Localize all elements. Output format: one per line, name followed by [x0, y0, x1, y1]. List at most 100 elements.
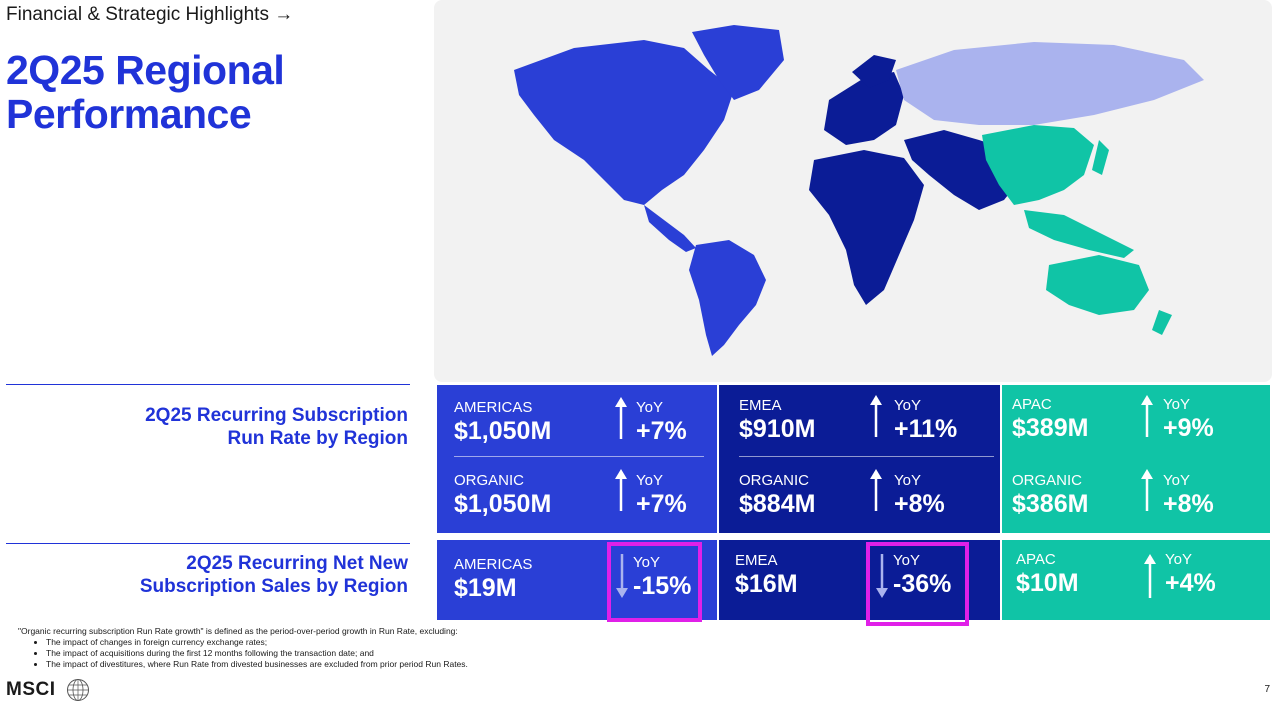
yoy-label: YoY	[1163, 396, 1190, 413]
highlight-box-emea	[866, 542, 969, 626]
yoy-label: YoY	[894, 397, 921, 414]
region-europe	[824, 72, 904, 145]
run-rate-apac-organic-yoy: YoY +8%	[1163, 472, 1214, 519]
footnote-item: The impact of divestitures, where Run Ra…	[46, 659, 468, 670]
region-africa	[809, 150, 924, 305]
net-new-apac-yoy: YoY +4%	[1165, 551, 1216, 598]
yoy-change: +7%	[636, 417, 687, 445]
net-new-label-line-2: Subscription Sales by Region	[139, 576, 408, 597]
run-rate-apac-yoy: YoY +9%	[1163, 396, 1214, 443]
net-new-emea-main: EMEA $16M	[735, 552, 798, 599]
world-map	[434, 0, 1272, 382]
run-rate-americas-main: AMERICAS $1,050M	[454, 399, 551, 446]
region-label: EMEA	[735, 552, 778, 569]
yoy-change: +4%	[1165, 569, 1216, 597]
region-east-asia	[982, 125, 1094, 205]
net-new-label-line-1: 2Q25 Recurring Net New	[186, 553, 408, 574]
net-new-apac-main: APAC $10M	[1016, 551, 1079, 598]
run-rate-card-apac: APAC $389M YoY +9% ORGANIC $386M YoY +8%	[1002, 385, 1270, 533]
run-rate-value: $1,050M	[454, 417, 552, 445]
divider	[454, 456, 704, 457]
net-new-americas-yoy: YoY -15%	[633, 554, 691, 601]
net-new-card-apac: APAC $10M YoY +4%	[1002, 540, 1270, 620]
rule-net-new	[6, 543, 410, 544]
yoy-label: YoY	[636, 472, 663, 489]
run-rate-row-label: 2Q25 Recurring Subscription Run Rate by …	[145, 404, 408, 450]
net-new-value: $10M	[1016, 569, 1079, 597]
region-southeast-asia	[1024, 210, 1134, 258]
run-rate-emea-organic: ORGANIC $884M	[739, 472, 815, 519]
region-label: AMERICAS	[454, 399, 533, 416]
page-title: 2Q25 Regional Performance	[6, 47, 285, 137]
yoy-change: +7%	[636, 490, 687, 518]
run-rate-value: $389M	[1012, 414, 1089, 442]
title-line-2: Performance	[6, 91, 252, 137]
net-new-card-americas: AMERICAS $19M YoY -15%	[437, 540, 717, 620]
page-number: 7	[1264, 684, 1270, 695]
run-rate-emea-main: EMEA $910M	[739, 397, 815, 444]
region-label: APAC	[1016, 551, 1056, 568]
run-rate-americas-yoy: YoY +7%	[636, 399, 687, 446]
yoy-change: -15%	[633, 572, 692, 600]
yoy-change: -36%	[893, 570, 952, 598]
arrow-up-icon	[870, 395, 882, 437]
arrow-up-icon	[1144, 554, 1156, 598]
organic-value: $386M	[1012, 490, 1089, 518]
organic-value: $884M	[739, 490, 816, 518]
yoy-change: +8%	[1163, 490, 1214, 518]
region-label: EMEA	[739, 397, 782, 414]
region-australia	[1046, 255, 1149, 315]
region-central-america	[644, 205, 696, 252]
yoy-label: YoY	[894, 472, 921, 489]
region-label: AMERICAS	[454, 556, 533, 573]
run-rate-emea-yoy: YoY +11%	[894, 397, 957, 444]
arrow-up-icon	[1141, 395, 1153, 437]
organic-label: ORGANIC	[739, 472, 810, 489]
yoy-label: YoY	[636, 399, 663, 416]
run-rate-americas-organic-yoy: YoY +7%	[636, 472, 687, 519]
arrow-up-icon	[1141, 469, 1153, 511]
arrow-up-icon	[615, 469, 627, 511]
run-rate-value: $910M	[739, 415, 816, 443]
run-rate-apac-main: APAC $389M	[1012, 396, 1088, 443]
net-new-value: $19M	[454, 574, 517, 602]
breadcrumb[interactable]: Financial & Strategic Highlights →	[6, 4, 294, 25]
footnote-item: The impact of changes in foreign currenc…	[46, 637, 468, 648]
msci-logo: MSCI	[6, 679, 56, 700]
organic-value: $1,050M	[454, 490, 552, 518]
yoy-label: YoY	[893, 552, 920, 569]
run-rate-card-americas: AMERICAS $1,050M YoY +7% ORGANIC $1,050M…	[437, 385, 717, 533]
arrow-up-icon	[870, 469, 882, 511]
footnote: "Organic recurring subscription Run Rate…	[18, 626, 468, 670]
region-scandinavia	[852, 55, 896, 88]
highlight-box-americas	[607, 542, 702, 622]
world-map-graphic	[514, 25, 1204, 356]
organic-label: ORGANIC	[454, 472, 525, 489]
run-rate-label-line-2: Run Rate by Region	[227, 428, 408, 449]
net-new-row-label: 2Q25 Recurring Net New Subscription Sale…	[140, 552, 408, 598]
yoy-label: YoY	[1165, 551, 1192, 568]
run-rate-card-emea: EMEA $910M YoY +11% ORGANIC $884M YoY +8…	[719, 385, 1000, 533]
yoy-change: +9%	[1163, 414, 1214, 442]
yoy-change: +11%	[894, 415, 958, 443]
arrow-up-icon	[615, 397, 627, 439]
arrow-down-icon	[616, 554, 628, 598]
rule-run-rate	[6, 384, 410, 385]
region-south-america	[689, 240, 766, 356]
region-new-zealand	[1152, 310, 1172, 335]
net-new-value: $16M	[735, 570, 798, 598]
region-greenland	[692, 25, 784, 100]
run-rate-emea-organic-yoy: YoY +8%	[894, 472, 945, 519]
title-line-1: 2Q25 Regional	[6, 47, 285, 93]
yoy-label: YoY	[1163, 472, 1190, 489]
footnote-list: The impact of changes in foreign currenc…	[18, 637, 468, 670]
region-russia	[896, 42, 1204, 125]
yoy-label: YoY	[633, 554, 660, 571]
arrow-down-icon	[876, 554, 888, 598]
yoy-change: +8%	[894, 490, 945, 518]
footnote-intro: "Organic recurring subscription Run Rate…	[18, 626, 458, 636]
run-rate-label-line-1: 2Q25 Recurring Subscription	[145, 405, 408, 426]
organic-label: ORGANIC	[1012, 472, 1083, 489]
region-north-america	[514, 40, 734, 205]
divider	[739, 456, 994, 457]
